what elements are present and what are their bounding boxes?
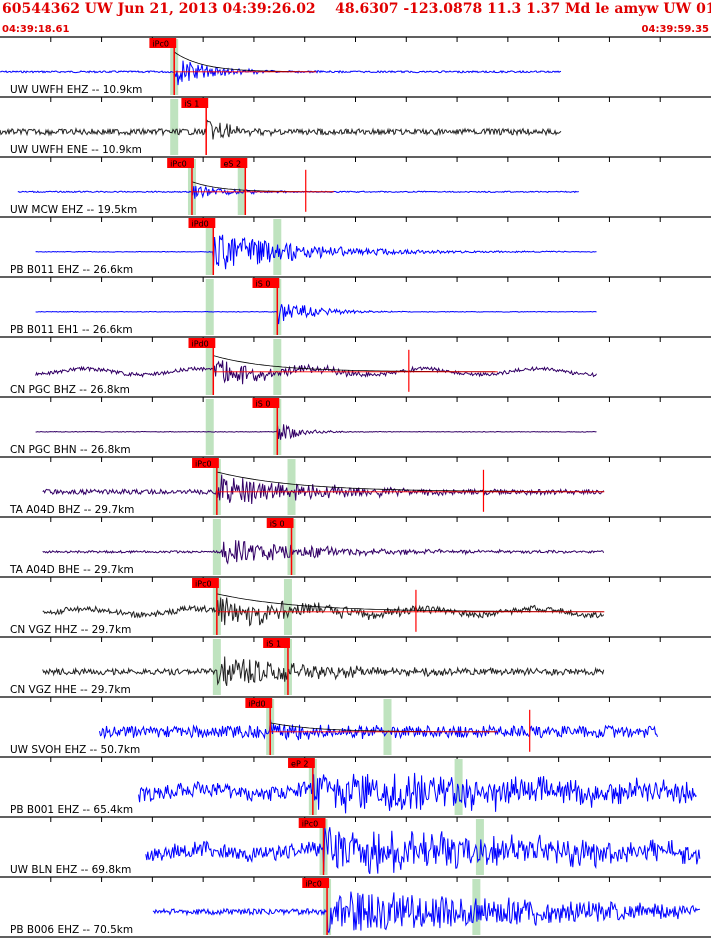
phase-pick-label: iPc0	[305, 880, 322, 889]
channel-label: PB B006 EHZ -- 70.5km	[10, 924, 133, 936]
phase-pick-box	[288, 758, 315, 768]
phase-pick-secondary-label: eS 2	[223, 160, 241, 169]
s-window	[273, 339, 282, 395]
phase-pick-label: iS 0	[255, 280, 270, 289]
channel-label: UW UWFH ENE -- 10.9km	[10, 144, 142, 156]
phase-pick-box	[192, 458, 219, 468]
phase-pick-label: eP 2	[291, 760, 308, 769]
phase-pick-label: iS 0	[255, 400, 270, 409]
channel-label: PB B011 EH1 -- 26.6km	[10, 324, 133, 336]
channel-label: CN PGC BHZ -- 26.8km	[10, 384, 130, 396]
waveform	[35, 234, 597, 270]
phase-pick-label: iS 1	[184, 100, 199, 109]
coda-curve	[270, 722, 496, 733]
phase-pick-label: iPc0	[195, 580, 212, 589]
start-time-label: 04:39:18.61	[2, 24, 70, 35]
waveform	[35, 304, 597, 325]
coda-curve	[213, 355, 496, 373]
p-window	[205, 339, 214, 395]
phase-pick-secondary-box	[220, 158, 248, 168]
waveform	[145, 827, 701, 874]
p-window	[205, 279, 214, 335]
phase-pick-box	[192, 578, 219, 588]
phase-pick-label: iPc0	[152, 40, 169, 49]
channel-label: TA A04D BHE -- 29.7km	[9, 564, 134, 576]
waveform	[152, 891, 701, 934]
waveform	[42, 474, 605, 505]
waveform	[0, 60, 562, 86]
channel-label: PB B001 EHZ -- 65.4km	[10, 804, 133, 816]
waveform	[42, 540, 605, 565]
phase-pick-box	[252, 398, 280, 408]
channel-label: UW SVOH EHZ -- 50.7km	[10, 744, 140, 756]
p-window	[205, 399, 214, 455]
waveform	[0, 119, 562, 140]
phase-pick-box	[181, 98, 209, 108]
phase-pick-label: iPc0	[302, 820, 319, 829]
s-window	[237, 159, 246, 215]
waveform	[17, 185, 579, 199]
channel-label: CN PGC BHN -- 26.8km	[10, 444, 131, 456]
s-window	[287, 459, 296, 515]
end-time-label: 04:39:59.35	[641, 24, 709, 35]
p-window	[170, 99, 179, 155]
phase-pick-box	[302, 878, 330, 888]
phase-pick-label: iS 0	[270, 520, 285, 529]
p-window	[212, 639, 221, 695]
s-window	[475, 819, 484, 875]
phase-pick-label: iPd0	[192, 340, 209, 349]
phase-pick-box	[188, 338, 216, 348]
phase-pick-box	[266, 518, 294, 528]
waveform	[138, 772, 697, 814]
channel-label: CN VGZ HHE -- 29.7km	[10, 684, 131, 696]
waveform	[35, 424, 597, 440]
phase-pick-label: iPd0	[248, 700, 265, 709]
phase-pick-box	[263, 638, 290, 648]
channel-label: UW UWFH EHZ -- 10.9km	[10, 84, 142, 96]
s-window	[283, 579, 292, 635]
phase-pick-label: iPd0	[192, 220, 209, 229]
waveform	[42, 656, 605, 687]
phase-pick-label: iPc0	[195, 460, 212, 469]
event-header-title: 60544362 UW Jun 21, 2013 04:39:26.02 48.…	[2, 1, 711, 17]
phase-pick-box	[188, 218, 216, 228]
channel-label: UW MCW EHZ -- 19.5km	[10, 204, 137, 216]
phase-pick-label: iS 1	[266, 640, 281, 649]
waveform	[99, 719, 658, 741]
phase-pick-box	[252, 278, 280, 288]
phase-pick-box	[245, 698, 273, 708]
channel-label: CN VGZ HHZ -- 29.7km	[10, 624, 131, 636]
channel-label: PB B011 EHZ -- 26.6km	[10, 264, 133, 276]
phase-pick-label: iPc0	[170, 160, 187, 169]
p-window	[212, 519, 221, 575]
waveform	[35, 360, 597, 385]
channel-label: UW BLN EHZ -- 69.8km	[10, 864, 131, 876]
channel-label: TA A04D BHZ -- 29.7km	[9, 504, 134, 516]
coda-curve	[173, 51, 316, 73]
phase-pick-box	[298, 818, 326, 828]
phase-pick-box	[167, 158, 194, 168]
p-window	[205, 219, 214, 275]
phase-pick-box	[149, 38, 177, 48]
s-window	[383, 699, 392, 755]
